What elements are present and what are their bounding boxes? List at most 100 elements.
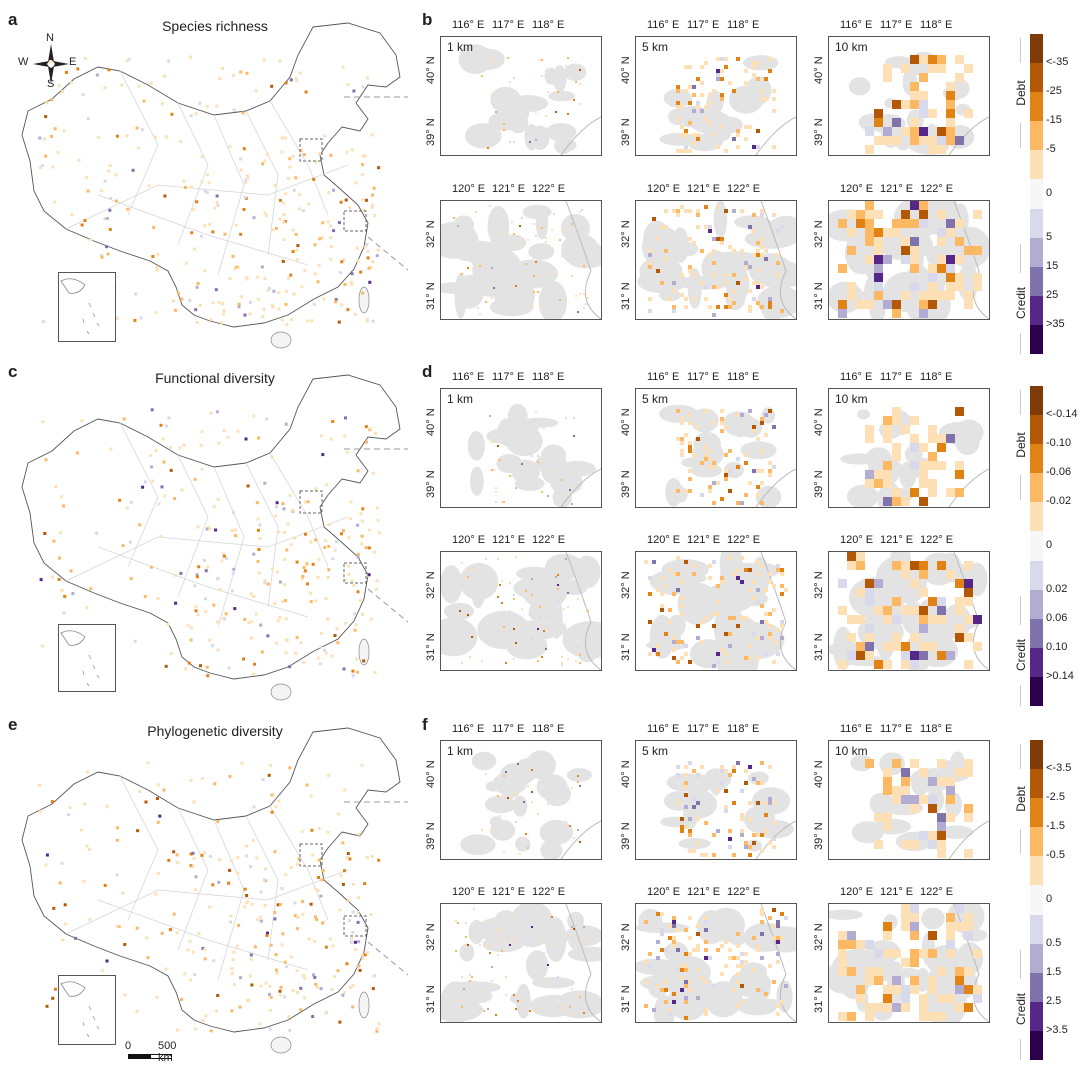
grid-cell-dot xyxy=(157,502,161,506)
colorbar-label: 0 xyxy=(1046,539,1053,551)
grid-cell xyxy=(708,305,712,309)
grid-cell-dot xyxy=(273,917,277,921)
grid-cell-dot xyxy=(192,800,196,804)
grid-cell xyxy=(581,227,583,229)
grid-cell xyxy=(892,309,901,318)
grid-cell xyxy=(523,801,525,803)
grid-cell xyxy=(901,570,910,579)
grid-cell xyxy=(513,77,515,79)
grid-cell xyxy=(479,313,481,315)
beijing-zoom-map: 1 km xyxy=(440,740,602,860)
grid-cell xyxy=(491,845,493,847)
grid-cell xyxy=(736,972,740,976)
grid-cell xyxy=(469,217,471,219)
grid-cell-dot xyxy=(333,634,337,637)
grid-cell xyxy=(892,1003,901,1012)
grid-cell-dot xyxy=(301,900,305,903)
grid-cell xyxy=(740,833,744,837)
grid-cell xyxy=(946,570,955,579)
compass-icon: N S W E xyxy=(18,32,76,90)
grid-cell xyxy=(533,419,535,421)
grid-cell xyxy=(748,309,752,313)
grid-cell xyxy=(515,1008,517,1010)
grid-cell xyxy=(684,793,688,797)
grid-cell xyxy=(531,455,533,457)
y-tick-label: 31° N xyxy=(425,985,437,1013)
grid-cell xyxy=(724,273,728,277)
grid-cell xyxy=(756,301,760,305)
grid-cell-dot xyxy=(375,506,379,510)
grid-cell xyxy=(760,213,764,217)
grid-cell xyxy=(937,967,946,976)
grid-cell-dot xyxy=(318,152,322,156)
grid-cell-dot xyxy=(100,255,104,259)
grid-cell-dot xyxy=(252,216,256,220)
grid-cell xyxy=(696,425,700,429)
grid-cell-dot xyxy=(228,868,232,872)
grid-cell-dot xyxy=(320,631,324,635)
grid-cell xyxy=(756,145,760,149)
grid-cell xyxy=(720,769,724,773)
grid-cell-dot xyxy=(342,529,345,533)
grid-cell xyxy=(856,615,865,624)
grid-cell-dot xyxy=(244,277,248,281)
grid-cell xyxy=(919,210,928,219)
y-tick-label: 31° N xyxy=(620,282,632,310)
grid-cell xyxy=(964,660,973,669)
grid-cell xyxy=(928,985,937,994)
grid-cell xyxy=(491,93,493,95)
grid-cell xyxy=(937,145,946,154)
grid-cell xyxy=(505,994,507,996)
grid-cell-dot xyxy=(339,874,343,878)
grid-cell xyxy=(865,588,874,597)
grid-cell-dot xyxy=(363,882,367,886)
grid-cell xyxy=(740,952,744,956)
grid-cell-dot xyxy=(70,213,74,217)
grid-cell-dot xyxy=(364,198,368,202)
compass-s: S xyxy=(47,78,55,90)
grid-cell xyxy=(740,616,744,620)
grid-cell xyxy=(539,281,541,283)
grid-cell xyxy=(728,81,732,85)
grid-cell-dot xyxy=(208,222,212,226)
grid-cell-dot xyxy=(243,905,247,909)
grid-cell xyxy=(838,606,847,615)
grid-cell xyxy=(567,658,569,660)
grid-cell-dot xyxy=(351,669,355,673)
grid-cell-dot xyxy=(313,243,317,247)
grid-cell xyxy=(756,281,760,285)
grid-cell-dot xyxy=(302,153,306,157)
grid-cell xyxy=(946,264,955,273)
grid-cell xyxy=(720,417,724,421)
grid-cell-dot xyxy=(362,208,366,212)
x-tick-label: 117° E xyxy=(492,723,525,735)
grid-cell-dot xyxy=(345,962,349,966)
grid-cell xyxy=(780,624,784,628)
grid-cell-dot xyxy=(200,853,204,857)
grid-cell xyxy=(946,786,955,795)
grid-cell-dot xyxy=(270,84,274,88)
grid-cell xyxy=(475,211,477,213)
grid-cell xyxy=(901,606,910,615)
grid-cell-dot xyxy=(218,858,222,862)
grid-cell-dot xyxy=(236,856,240,860)
grid-cell xyxy=(874,237,883,246)
grid-cell xyxy=(748,409,752,413)
grid-cell-dot xyxy=(233,607,237,611)
grid-cell-dot xyxy=(351,882,355,886)
y-tick-label: 32° N xyxy=(620,571,632,599)
colorbar-swatch xyxy=(1030,676,1043,707)
grid-cell xyxy=(728,245,732,249)
grid-cell-dot xyxy=(253,662,257,666)
grid-cell xyxy=(883,64,892,73)
grid-cell xyxy=(531,638,533,640)
grid-cell xyxy=(688,761,692,765)
grid-cell-dot xyxy=(264,981,268,985)
grid-cell-dot xyxy=(278,616,282,619)
grid-cell xyxy=(720,237,724,241)
grid-cell xyxy=(919,606,928,615)
grid-cell-dot xyxy=(205,104,209,108)
grid-cell-dot xyxy=(54,485,58,489)
grid-cell-dot xyxy=(211,883,215,887)
grid-cell xyxy=(892,407,901,416)
